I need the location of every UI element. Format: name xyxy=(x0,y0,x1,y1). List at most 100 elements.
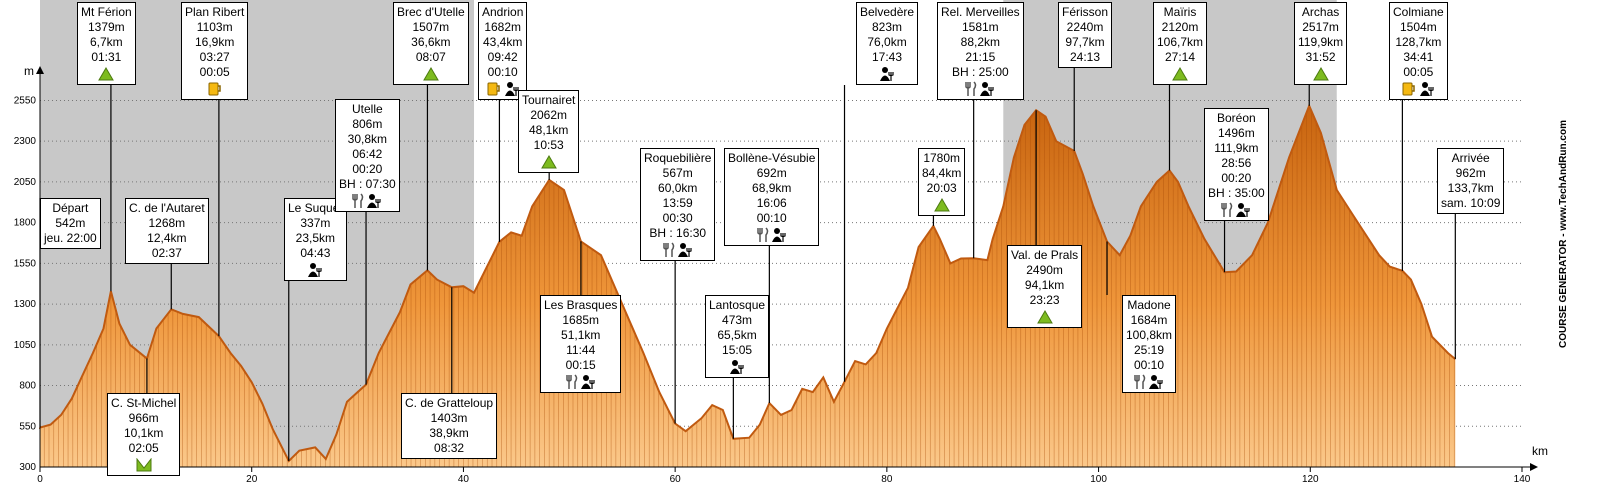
marker-label: Départ 542m jeu. 22:00 xyxy=(40,198,101,249)
marker-label: Arrivée 962m 133,7km sam. 10:09 xyxy=(1437,148,1505,214)
marker-label-line: 1682m xyxy=(484,20,522,34)
marker-label-line: BH : 16:30 xyxy=(649,226,707,240)
marker-icons xyxy=(922,197,961,213)
marker-label-line: jeu. 22:00 xyxy=(44,231,97,245)
x-tick-label: 0 xyxy=(37,474,43,485)
marker-label: C. de l'Autaret 1268m 12,4km 02:37 xyxy=(125,198,209,264)
marker-label-line: 94,1km xyxy=(1024,278,1065,292)
help-icon xyxy=(878,66,896,81)
marker-label-line: 1103m xyxy=(196,20,233,34)
marker-label-line: BH : 07:30 xyxy=(339,177,396,191)
marker-label-line: Bollène-Vésubie xyxy=(728,151,816,165)
marker-label-line: 1496m xyxy=(1218,126,1255,140)
help-icon xyxy=(365,193,383,208)
summit-icon xyxy=(540,154,558,169)
marker-label-line: 21:15 xyxy=(965,50,996,64)
food-icon xyxy=(1220,202,1234,217)
marker-label: Madone 1684m 100,8km 25:19 00:10 xyxy=(1122,295,1177,393)
summit-icon xyxy=(422,66,440,81)
marker-label-line: 28:56 xyxy=(1221,156,1252,170)
marker-label: Bollène-Vésubie 692m 68,9km 16:06 00:10 xyxy=(724,148,820,246)
x-axis-arrow xyxy=(1530,463,1538,471)
marker-label: Andrion 1682m 43,4km 09:42 00:10 xyxy=(478,2,528,100)
marker-label: Férisson 2240m 97,7km 24:13 xyxy=(1058,2,1113,68)
marker-label-line: 2517m xyxy=(1302,20,1339,34)
marker-icons xyxy=(544,374,617,390)
marker-label-line: Arrivée xyxy=(1451,151,1490,165)
marker-label-line: 1504m xyxy=(1400,20,1437,34)
marker-label-line: 27:14 xyxy=(1165,50,1196,64)
marker-label-line: 2240m xyxy=(1066,20,1104,34)
summit-icon xyxy=(1312,66,1330,81)
marker-label: Boréon 1496m 111,9km 28:56 00:20 BH : 35:00 xyxy=(1204,108,1269,221)
marker-label-line: Belvedère xyxy=(860,5,915,19)
help-icon xyxy=(728,359,746,374)
marker-icons xyxy=(185,81,244,97)
marker-icons xyxy=(709,359,765,375)
marker-label-line: 01:31 xyxy=(91,50,122,64)
marker-label-line: sam. 10:09 xyxy=(1441,196,1501,210)
axes: mkm3005508001050130015501800205023002550… xyxy=(14,64,1548,485)
marker-label-line: 2062m xyxy=(530,108,568,122)
marker-icons xyxy=(522,154,575,170)
marker-label-line: 02:37 xyxy=(151,246,182,260)
marker-label-line: 962m xyxy=(1455,166,1486,180)
marker-label-line: 00:10 xyxy=(1134,358,1165,372)
marker-label: Les Brasques 1685m 51,1km 11:44 00:15 xyxy=(540,295,622,393)
marker-label: Val. de Prals 2490m 94,1km 23:23 xyxy=(1007,245,1083,328)
marker-label: Belvedère 823m 76,0km 17:43 xyxy=(856,2,919,85)
marker-icons xyxy=(482,81,523,97)
marker-label-line: 08:07 xyxy=(415,50,446,64)
marker-label-line: C. de Gratteloup xyxy=(405,396,494,410)
marker-label-line: Plan Ribert xyxy=(185,5,245,19)
marker-label-line: Les Brasques xyxy=(544,298,618,312)
marker-icons xyxy=(1208,202,1265,218)
marker-label-line: Férisson xyxy=(1062,5,1109,19)
marker-label-line: 36,6km xyxy=(411,35,451,49)
marker-label-line: Rel. Merveilles xyxy=(941,5,1020,19)
marker-label-line: 15:05 xyxy=(722,343,753,357)
marker-label-line: 13:59 xyxy=(662,196,693,210)
marker-label-line: 00:05 xyxy=(1403,65,1434,79)
profile-line xyxy=(39,103,1456,463)
marker-label-line: Andrion xyxy=(482,5,524,19)
marker-label-line: 806m xyxy=(352,117,383,131)
marker-label-line: 128,7km xyxy=(1395,35,1442,49)
marker-label: Archas 2517m 119,9km 31:52 xyxy=(1294,2,1348,85)
marker-label-line: 692m xyxy=(756,166,787,180)
marker-label: Tournairet 2062m 48,1km 10:53 xyxy=(518,90,580,173)
summit-icon xyxy=(1171,66,1189,81)
marker-label-line: 34:41 xyxy=(1403,50,1434,64)
marker-label-line: 16,9km xyxy=(195,35,235,49)
marker-icons xyxy=(288,262,343,278)
marker-label-line: 1507m xyxy=(412,20,450,34)
marker-label-line: 68,9km xyxy=(752,181,792,195)
x-tick-label: 80 xyxy=(881,474,893,485)
marker-label-line: 23:23 xyxy=(1029,293,1060,307)
marker-label-line: 6,7km xyxy=(90,35,123,49)
y-tick-label: 800 xyxy=(19,381,36,392)
y-tick-label: 1800 xyxy=(14,218,37,229)
y-tick-label: 1050 xyxy=(14,340,37,351)
marker-label-line: C. de l'Autaret xyxy=(129,201,205,215)
y-tick-label: 2300 xyxy=(14,136,37,147)
marker-label: 1780m 84,4km 20:03 xyxy=(918,148,966,216)
marker-icons xyxy=(1126,374,1172,390)
marker-label-line: 06:42 xyxy=(352,147,383,161)
marker-label-line: 1268m xyxy=(148,216,186,230)
marker-icons xyxy=(339,193,396,209)
marker-label-line: 567m xyxy=(662,166,693,180)
marker-label-line: 542m xyxy=(55,216,86,230)
drink-icon xyxy=(206,81,224,96)
summit-icon xyxy=(933,197,951,212)
food-icon xyxy=(662,242,676,257)
marker-label-line: Archas xyxy=(1301,5,1340,19)
marker-label-line: 04:43 xyxy=(300,246,331,260)
y-tick-label: 2550 xyxy=(14,95,37,106)
marker-icons xyxy=(644,242,711,258)
marker-label-line: 1581m xyxy=(961,20,999,34)
x-tick-label: 40 xyxy=(458,474,470,485)
marker-label-line: 51,1km xyxy=(561,328,601,342)
marker-label-line: 16:06 xyxy=(756,196,787,210)
x-tick-label: 120 xyxy=(1302,474,1319,485)
